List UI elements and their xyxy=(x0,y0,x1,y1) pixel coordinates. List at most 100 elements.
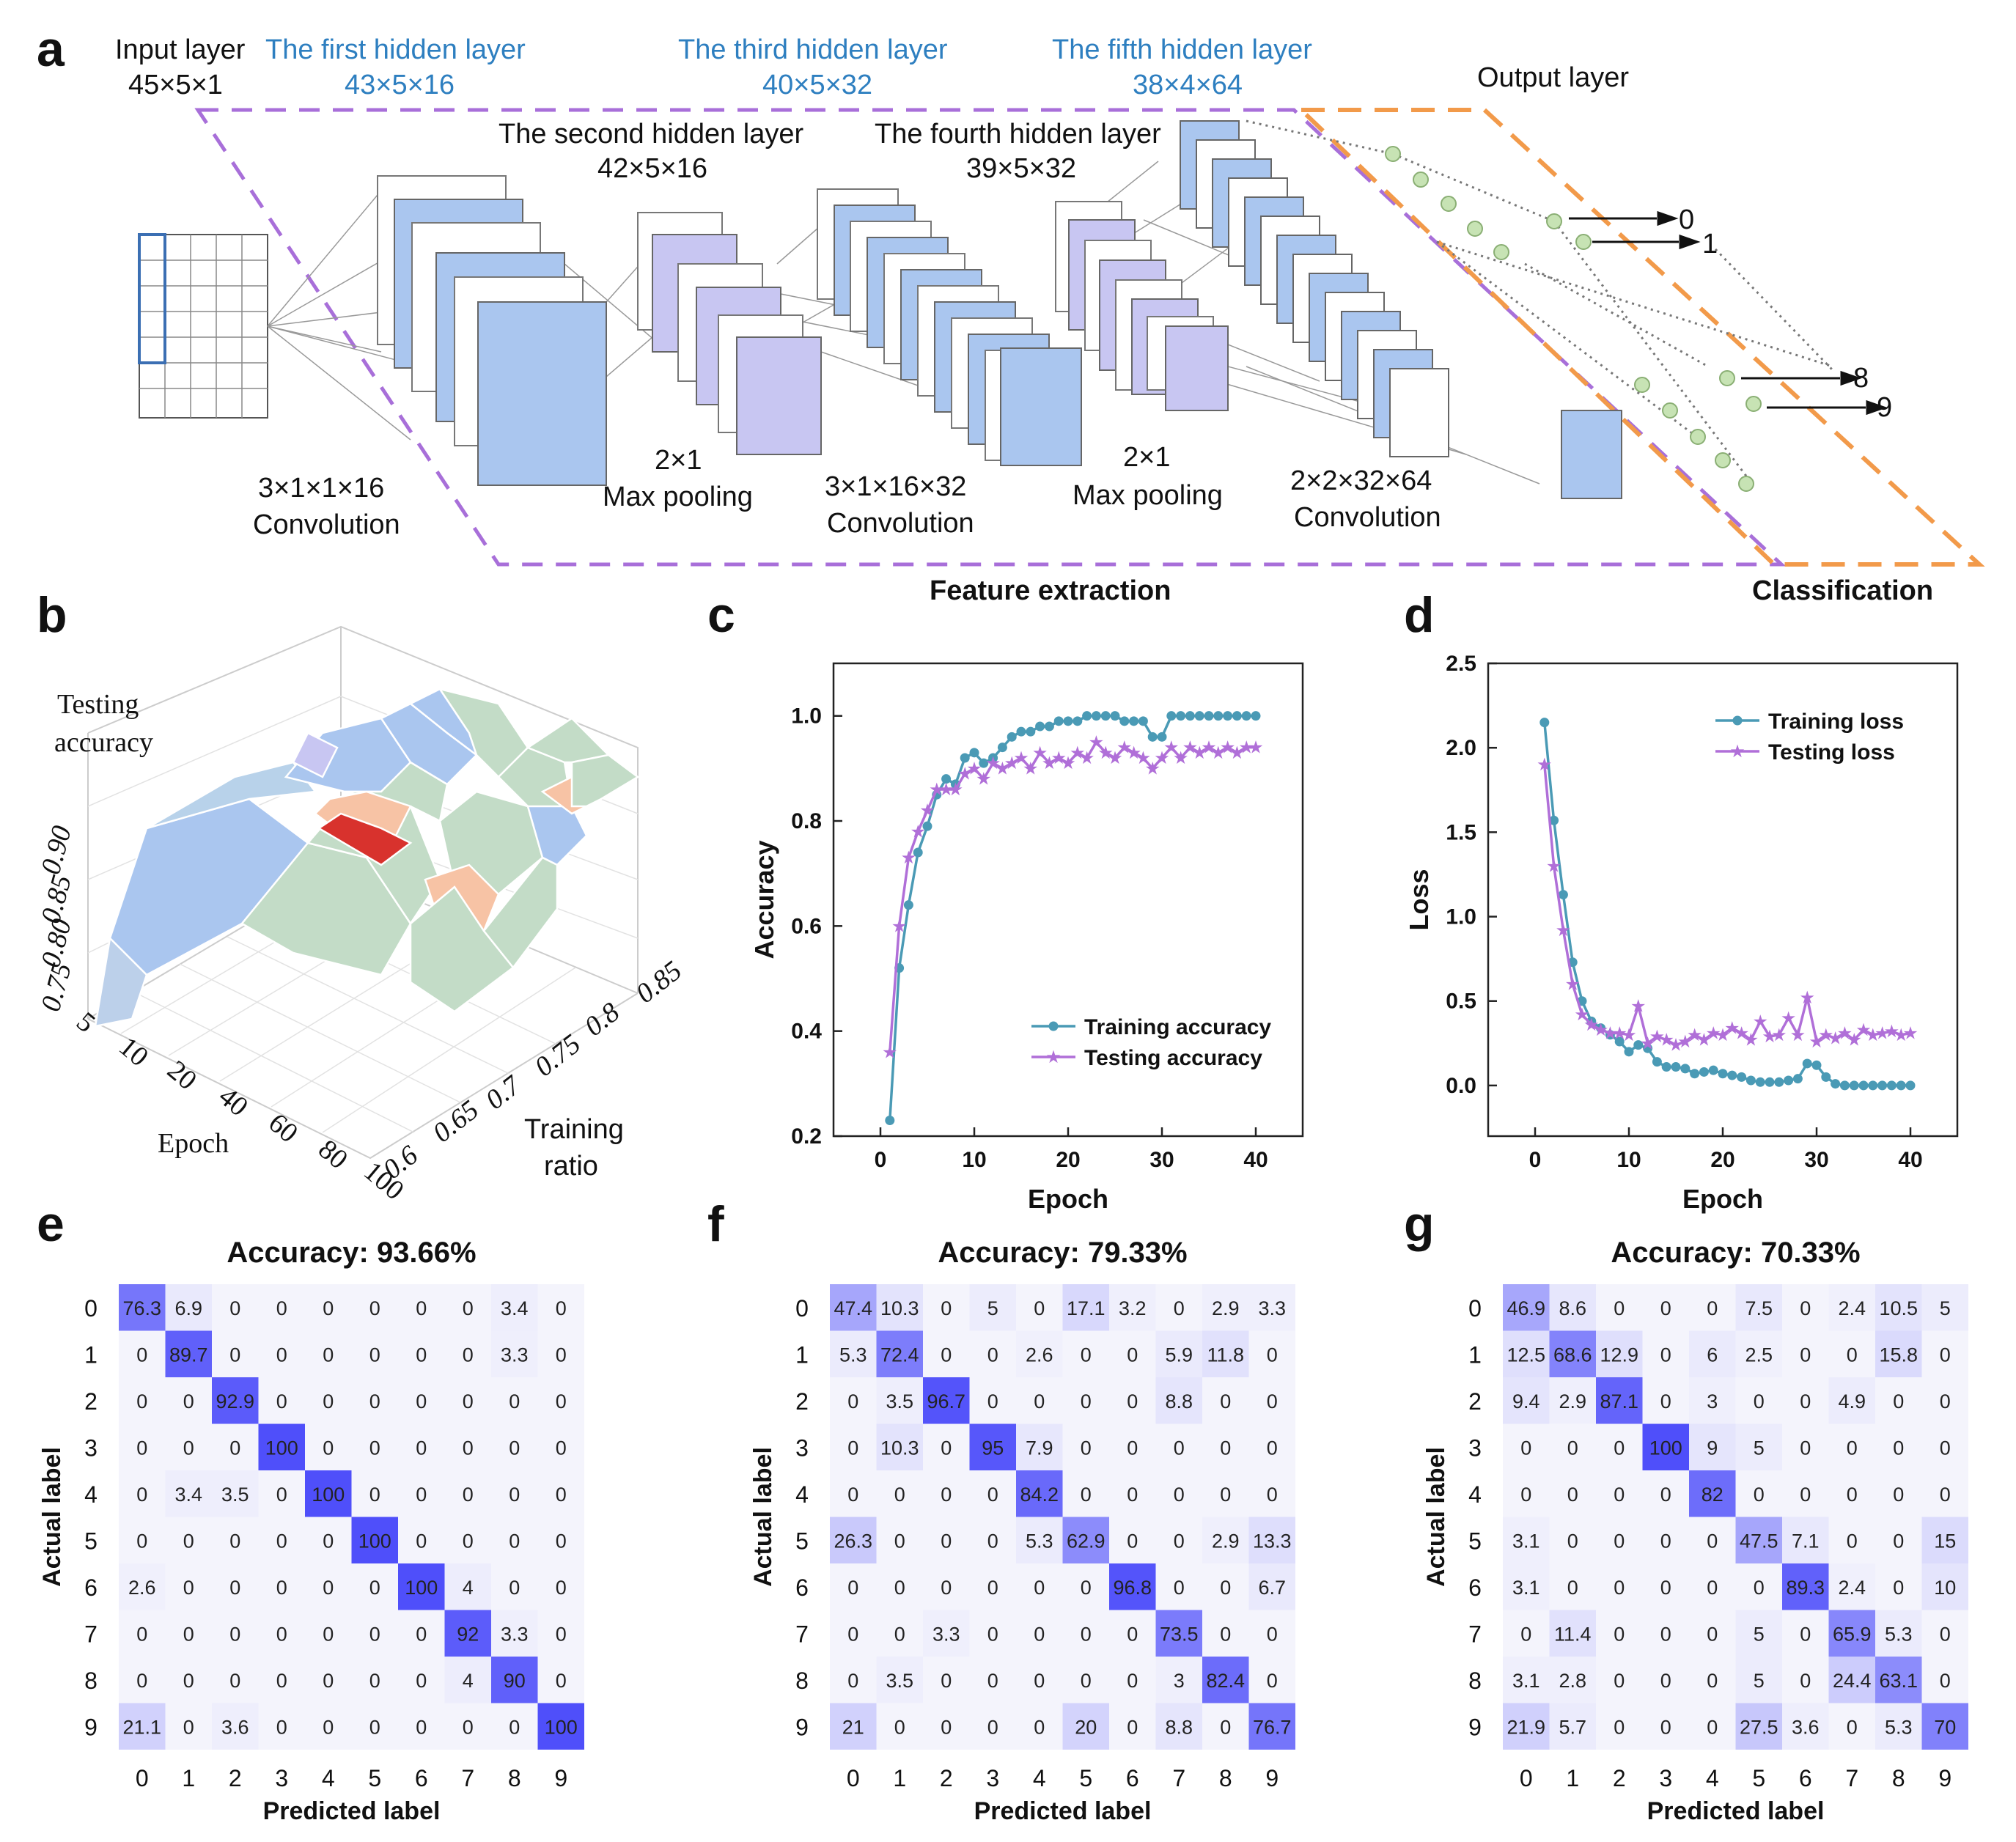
heatmap-cell-value: 0 xyxy=(323,1530,334,1552)
data-point: ★ xyxy=(1696,1031,1713,1050)
heatmap-cell-value: 6.9 xyxy=(174,1297,202,1319)
heatmap-cell xyxy=(1549,1610,1596,1657)
data-point xyxy=(1100,711,1111,721)
data-point: ★ xyxy=(1771,1025,1787,1045)
x-tick-label: 20 xyxy=(1056,1148,1080,1172)
heatmap-cell xyxy=(305,1517,352,1563)
heatmap-cell xyxy=(537,1330,584,1377)
classification-frame xyxy=(1295,108,1985,567)
heatmap-cell-value: 0 xyxy=(1081,1623,1092,1645)
data-point xyxy=(1690,1069,1700,1079)
col-tick-label: 4 xyxy=(322,1765,335,1791)
heatmap-cell xyxy=(1248,1330,1295,1377)
heatmap-cell-value: 89.3 xyxy=(1786,1577,1825,1599)
heatmap-cell xyxy=(1689,1610,1736,1657)
y-axis-label: Accuracy xyxy=(749,840,779,959)
heatmap-cell-value: 3 xyxy=(1174,1670,1185,1692)
data-point: ★ xyxy=(1537,755,1553,775)
heatmap-cell-value: 0 xyxy=(136,1390,147,1412)
heatmap-cell xyxy=(830,1517,877,1563)
data-point: ★ xyxy=(1220,738,1236,758)
legend-label: Training accuracy xyxy=(1084,1015,1271,1039)
heatmap-cell xyxy=(923,1377,970,1424)
col-tick-label: 0 xyxy=(847,1765,860,1791)
heatmap-cell xyxy=(1875,1470,1922,1517)
heatmap-cell-value: 70 xyxy=(1934,1716,1956,1738)
heatmap-cell-value: 2.4 xyxy=(1838,1577,1866,1599)
heatmap-cell xyxy=(212,1470,259,1517)
heatmap-cell xyxy=(491,1563,538,1610)
heatmap-cell xyxy=(351,1517,398,1563)
heatmap-cell-value: 21.9 xyxy=(1507,1716,1545,1738)
heatmap-cell xyxy=(1202,1610,1249,1657)
heatmap-cell xyxy=(165,1703,212,1750)
heatmap-cell xyxy=(1596,1284,1643,1331)
heatmap-cell xyxy=(1689,1330,1736,1377)
heatmap-cell xyxy=(1155,1657,1202,1703)
heatmap-cell xyxy=(1875,1330,1922,1377)
heatmap-cell xyxy=(1202,1423,1249,1470)
hidden-layer-2-maps xyxy=(637,212,822,455)
data-point: ★ xyxy=(1855,1020,1872,1040)
row-tick-label: 7 xyxy=(795,1621,809,1647)
x-tick-label: 10 xyxy=(962,1148,986,1172)
heatmap-cell xyxy=(165,1330,212,1377)
heatmap-cell xyxy=(491,1703,538,1750)
data-point xyxy=(1624,1047,1634,1057)
heatmap-cell-value: 0 xyxy=(1567,1437,1578,1459)
hidden4-dims: 39×5×32 xyxy=(966,153,1076,184)
heatmap-cell xyxy=(1202,1703,1249,1750)
heatmap-cell-value: 0 xyxy=(556,1484,567,1506)
heatmap-cell-value: 82.4 xyxy=(1206,1670,1245,1692)
heatmap-cell-value: 0 xyxy=(1893,1577,1904,1599)
panel-b-letter: b xyxy=(37,587,67,643)
legend-marker: ★ xyxy=(1729,742,1745,762)
series-line xyxy=(889,740,1256,1053)
data-point xyxy=(1661,1062,1671,1072)
heatmap-cell xyxy=(258,1470,305,1517)
heatmap-cell-value: 0 xyxy=(416,1484,427,1506)
data-point: ★ xyxy=(1144,759,1160,778)
heatmap-cell-value: 3.5 xyxy=(221,1484,249,1506)
heatmap-cell-value: 5 xyxy=(1940,1297,1951,1319)
heatmap-cell-value: 0 xyxy=(941,1577,952,1599)
data-point xyxy=(1073,716,1083,726)
heatmap-cell xyxy=(923,1330,970,1377)
data-point: ★ xyxy=(1032,743,1048,763)
heatmap-cell xyxy=(1596,1517,1643,1563)
heatmap-cell-value: 0 xyxy=(987,1577,998,1599)
heatmap-cell xyxy=(1596,1703,1643,1750)
heatmap-cell xyxy=(1202,1517,1249,1563)
heatmap-cell-value: 0 xyxy=(1800,1484,1811,1506)
heatmap-cell-value: 0 xyxy=(556,1344,567,1366)
heatmap-cell xyxy=(1155,1377,1202,1424)
heatmap-cell-value: 0 xyxy=(1893,1484,1904,1506)
heatmap-cell xyxy=(1503,1563,1550,1610)
x-tick-label: 10 xyxy=(1616,1148,1641,1172)
data-point xyxy=(1774,1077,1784,1087)
data-point xyxy=(1680,1064,1691,1074)
heatmap-cell xyxy=(969,1657,1016,1703)
heatmap-cell xyxy=(212,1284,259,1331)
heatmap-cell-value: 0 xyxy=(1220,1716,1231,1738)
heatmap-cell xyxy=(1642,1423,1689,1470)
data-point xyxy=(1129,716,1139,726)
heatmap-cell-value: 0 xyxy=(1081,1484,1092,1506)
heatmap-cell xyxy=(351,1470,398,1517)
heatmap-cell-value: 0 xyxy=(987,1716,998,1738)
heatmap-cell-value: 0 xyxy=(1267,1390,1278,1412)
heatmap-cell xyxy=(1735,1517,1782,1563)
heatmap-cell-value: 5 xyxy=(1754,1437,1765,1459)
heatmap-cell xyxy=(305,1330,352,1377)
row-tick-label: 8 xyxy=(84,1668,98,1694)
heatmap-cell-value: 10.3 xyxy=(880,1297,919,1319)
heatmap-cell xyxy=(969,1470,1016,1517)
heatmap-cell xyxy=(1735,1423,1782,1470)
y-axis-label: Loss xyxy=(1404,869,1434,930)
heatmap-cell xyxy=(969,1703,1016,1750)
heatmap-cell-value: 0 xyxy=(894,1530,905,1552)
data-point xyxy=(1745,1075,1756,1086)
heatmap-cell xyxy=(119,1610,166,1657)
epoch-tick-60: 60 xyxy=(262,1108,303,1149)
heatmap-cell-value: 0 xyxy=(183,1577,194,1599)
